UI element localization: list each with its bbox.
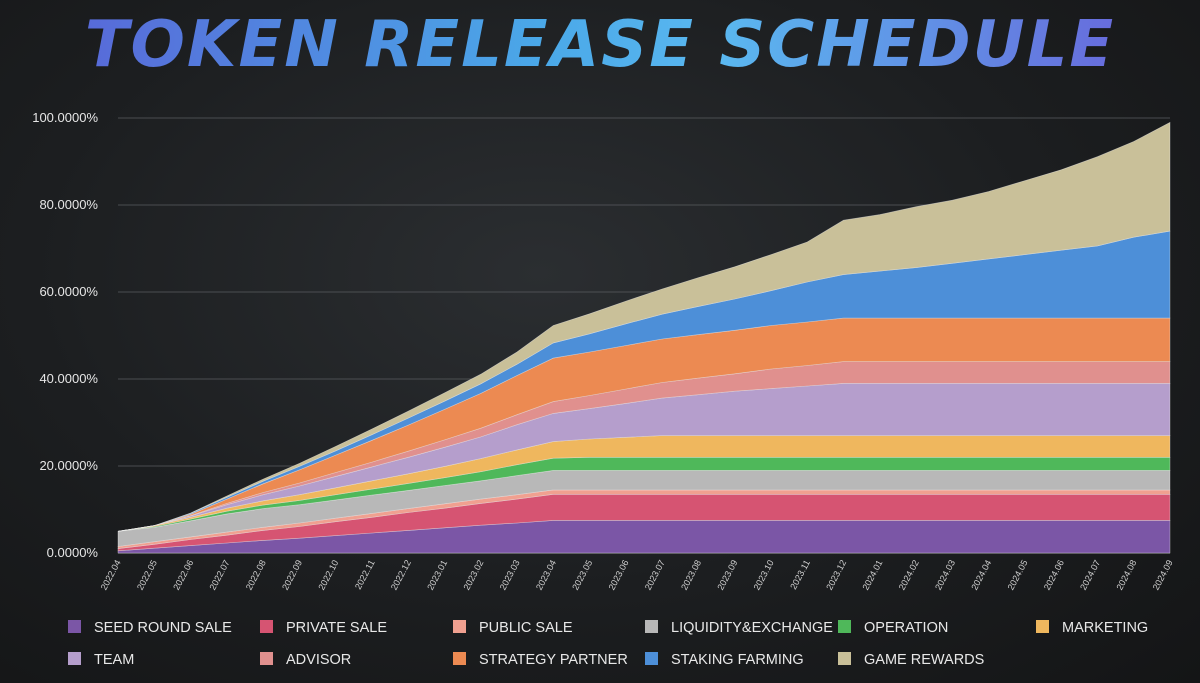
legend-swatch [1036, 620, 1049, 633]
x-tick-label: 2022.06 [171, 558, 195, 591]
x-tick-label: 2022.07 [207, 558, 231, 591]
legend-label: PRIVATE SALE [286, 620, 387, 636]
x-tick-label: 2023.04 [534, 558, 558, 591]
x-tick-label: 2022.04 [99, 558, 123, 591]
x-tick-label: 2022.11 [353, 558, 377, 591]
x-tick-label: 2023.12 [824, 558, 848, 591]
legend-label: ADVISOR [286, 652, 351, 668]
x-tick-label: 2023.05 [570, 558, 594, 591]
x-tick-label: 2022.12 [389, 558, 413, 591]
y-tick-label: 80.0000% [39, 197, 98, 212]
x-tick-label: 2022.05 [135, 558, 159, 591]
x-tick-label: 2024.01 [860, 558, 884, 591]
x-tick-label: 2023.09 [715, 558, 739, 591]
x-tick-label: 2024.02 [897, 558, 921, 591]
x-tick-label: 2024.09 [1151, 558, 1175, 591]
legend-label: OPERATION [864, 620, 948, 636]
legend-swatch [260, 652, 273, 665]
legend-label: STRATEGY PARTNER [479, 652, 628, 668]
y-tick-label: 0.0000% [47, 545, 99, 560]
y-axis: 0.0000% 20.0000% 40.0000% 60.0000% 80.0000% 1… [32, 110, 98, 560]
x-tick-label: 2024.03 [933, 558, 957, 591]
x-tick-label: 2024.04 [969, 558, 993, 591]
legend-label: LIQUIDITY&EXCHANGE [671, 620, 833, 636]
area-series-game-rewards [117, 121, 1171, 532]
legend-swatch [260, 620, 273, 633]
x-tick-label: 2022.10 [316, 558, 340, 591]
legend-swatch [453, 652, 466, 665]
legend-swatch [838, 620, 851, 633]
x-tick-label: 2024.05 [1006, 558, 1030, 591]
legend-label: PUBLIC SALE [479, 620, 573, 636]
x-tick-label: 2023.07 [643, 558, 667, 591]
y-tick-label: 60.0000% [39, 284, 98, 299]
chart-title: TOKEN RELEASE SCHEDULE [0, 8, 1200, 82]
x-tick-label: 2023.10 [752, 558, 776, 591]
y-tick-label: 100.0000% [32, 110, 98, 125]
x-tick-label: 2023.08 [679, 558, 703, 591]
legend-label: STAKING FARMING [671, 652, 804, 668]
legend-swatch [453, 620, 466, 633]
legend-swatch [645, 652, 658, 665]
legend-swatch [645, 620, 658, 633]
x-tick-label: 2022.08 [244, 558, 268, 591]
x-tick-label: 2023.01 [425, 558, 449, 591]
stacked-areas [117, 121, 1171, 554]
legend: SEED ROUND SALE PRIVATE SALE PUBLIC SALE LI… [68, 620, 1148, 668]
legend-label: SEED ROUND SALE [94, 620, 232, 636]
legend-label: MARKETING [1062, 620, 1148, 636]
x-tick-label: 2023.06 [607, 558, 631, 591]
x-axis: 2022.04 2022.05 2022.06 2022.07 2022.08 2022.… [99, 558, 1175, 591]
legend-swatch [68, 652, 81, 665]
legend-label: TEAM [94, 652, 134, 668]
x-tick-label: 2023.11 [788, 558, 812, 591]
x-tick-label: 2024.06 [1042, 558, 1066, 591]
x-tick-label: 2023.02 [461, 558, 485, 591]
legend-label: GAME REWARDS [864, 652, 984, 668]
x-tick-label: 2022.09 [280, 558, 304, 591]
x-tick-label: 2024.08 [1114, 558, 1138, 591]
x-tick-label: 2024.07 [1078, 558, 1102, 591]
y-tick-label: 40.0000% [39, 371, 98, 386]
legend-swatch [68, 620, 81, 633]
legend-swatch [838, 652, 851, 665]
y-tick-label: 20.0000% [39, 458, 98, 473]
x-tick-label: 2023.03 [498, 558, 522, 591]
